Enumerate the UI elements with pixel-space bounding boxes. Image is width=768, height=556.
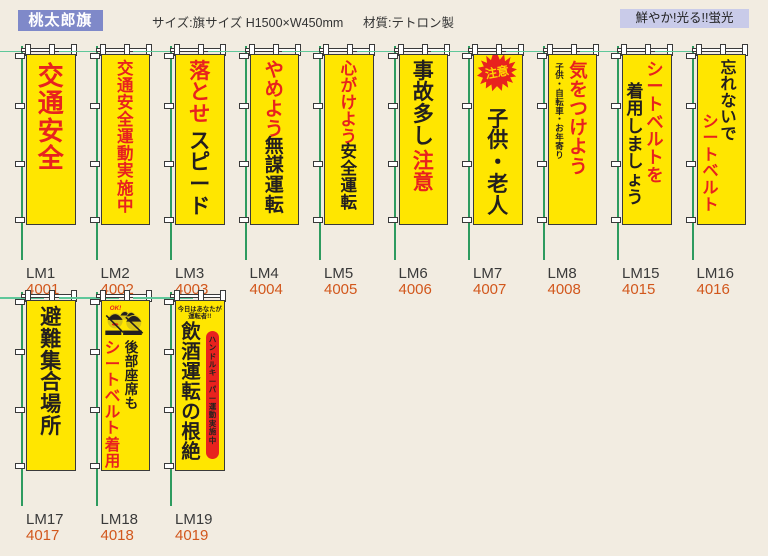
svg-text:OK!: OK!: [109, 305, 120, 312]
